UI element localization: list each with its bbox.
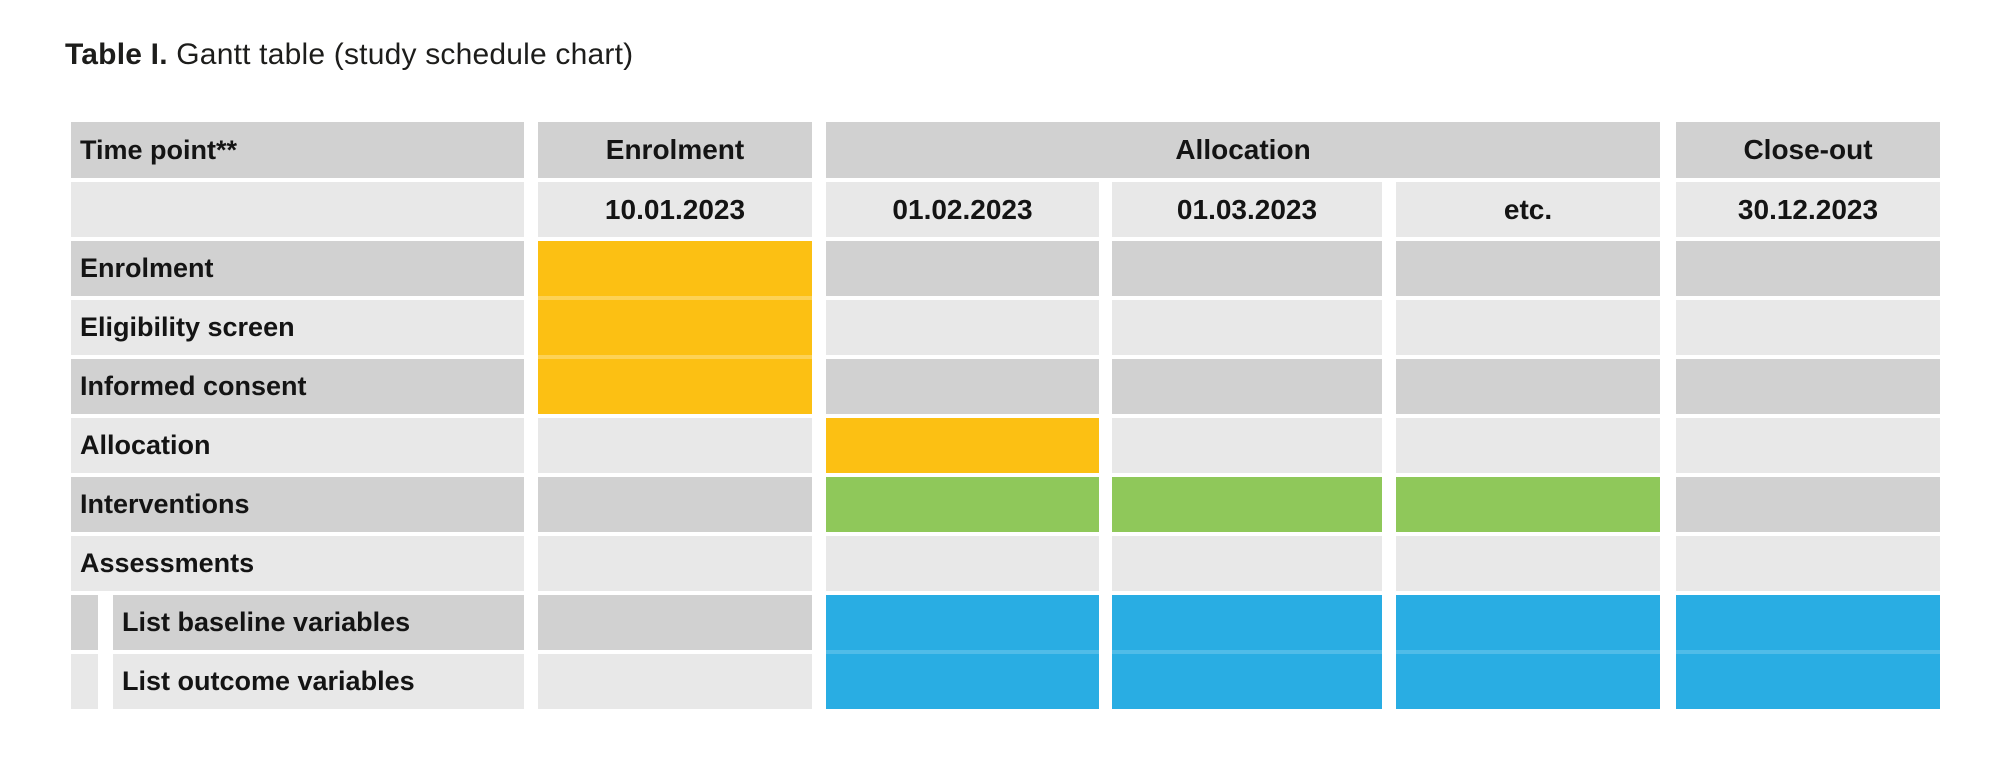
figure-title: Table I. Gantt table (study schedule cha…: [65, 38, 633, 72]
indent-gap: [98, 595, 113, 650]
empty-cell: [538, 595, 812, 650]
row-label-list-outcome-variables: List outcome variables: [71, 654, 524, 709]
empty-cell: [826, 241, 1099, 296]
allocation-activity-bar: [826, 418, 1099, 473]
empty-cell: [1396, 241, 1660, 296]
corner-header: Time point**: [71, 122, 524, 178]
empty-cell: [826, 536, 1099, 591]
empty-cell: [538, 536, 812, 591]
empty-cell: [1396, 359, 1660, 414]
empty-cell: [1396, 418, 1660, 473]
row-label-text: List baseline variables: [113, 595, 524, 650]
indent-strip: [71, 654, 98, 709]
gantt-table: Time point** Enrolment Allocation Close-…: [71, 122, 1940, 709]
row-label-interventions: Interventions: [71, 477, 524, 532]
empty-cell: [1112, 300, 1382, 355]
date-header: 30.12.2023: [1676, 182, 1940, 237]
empty-cell: [1396, 300, 1660, 355]
group-header-enrolment: Enrolment: [538, 122, 812, 178]
empty-cell: [1112, 418, 1382, 473]
date-header: etc.: [1396, 182, 1660, 237]
row-label-assessments: Assessments: [71, 536, 524, 591]
empty-cell: [1112, 359, 1382, 414]
empty-cell: [538, 418, 812, 473]
date-header: 10.01.2023: [538, 182, 812, 237]
empty-cell: [71, 182, 524, 237]
assessment-bar: [1112, 595, 1382, 709]
empty-cell: [1676, 300, 1940, 355]
row-label-enrolment: Enrolment: [71, 241, 524, 296]
group-header-closeout: Close-out: [1676, 122, 1940, 178]
date-header: 01.02.2023: [826, 182, 1099, 237]
empty-cell: [1676, 418, 1940, 473]
date-header: 01.03.2023: [1112, 182, 1382, 237]
intervention-activity-bar: [826, 477, 1099, 532]
empty-cell: [1112, 241, 1382, 296]
empty-cell: [538, 654, 812, 709]
indent-strip: [71, 595, 98, 650]
empty-cell: [1396, 536, 1660, 591]
empty-cell: [1112, 536, 1382, 591]
assessment-bar: [826, 595, 1099, 709]
assessment-bar: [1396, 595, 1660, 709]
empty-cell: [826, 300, 1099, 355]
group-header-allocation: Allocation: [826, 122, 1660, 178]
row-label-informed-consent: Informed consent: [71, 359, 524, 414]
empty-cell: [1676, 477, 1940, 532]
intervention-activity-bar: [1112, 477, 1382, 532]
enrolment-activity-bar: [538, 241, 812, 414]
assessment-bar: [1676, 595, 1940, 709]
empty-cell: [1676, 359, 1940, 414]
figure-title-rest: Gantt table (study schedule chart): [167, 38, 634, 71]
empty-cell: [826, 359, 1099, 414]
figure-title-prefix: Table I.: [65, 38, 168, 71]
row-label-list-baseline-variables: List baseline variables: [71, 595, 524, 650]
empty-cell: [1676, 536, 1940, 591]
row-label-allocation: Allocation: [71, 418, 524, 473]
indent-gap: [98, 654, 113, 709]
intervention-activity-bar: [1396, 477, 1660, 532]
row-label-eligibility-screen: Eligibility screen: [71, 300, 524, 355]
empty-cell: [1676, 241, 1940, 296]
empty-cell: [538, 477, 812, 532]
row-label-text: List outcome variables: [113, 654, 524, 709]
